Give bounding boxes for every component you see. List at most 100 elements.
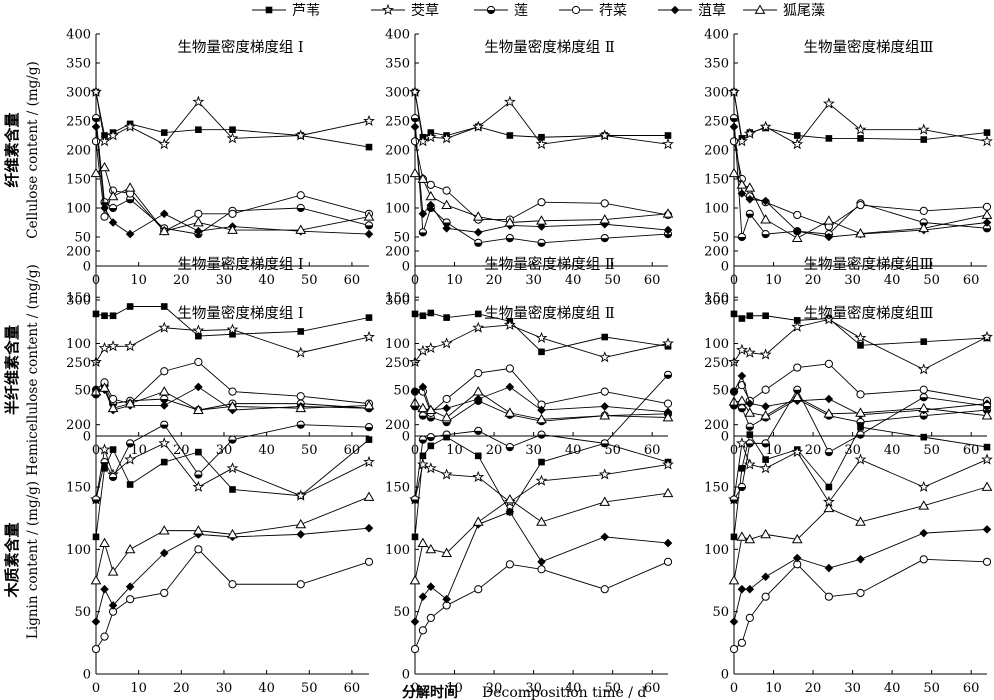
data-point <box>426 613 435 623</box>
data-point <box>440 337 453 349</box>
data-point <box>536 516 547 526</box>
data-point <box>737 232 747 242</box>
data-point <box>440 132 453 144</box>
data-point <box>791 533 803 544</box>
data-point <box>822 97 835 109</box>
data-point <box>364 221 374 230</box>
legend-item-3: 莲 <box>474 3 528 19</box>
x-tick-label: 30 <box>844 681 861 696</box>
data-point <box>296 191 305 200</box>
data-point-fill <box>664 374 672 379</box>
data-point <box>792 553 802 563</box>
data-point <box>107 566 119 576</box>
data-point <box>745 422 754 431</box>
data-point-fill <box>160 399 168 403</box>
series-3 <box>91 420 374 504</box>
data-point <box>759 120 772 132</box>
data-point <box>737 638 747 647</box>
data-point <box>418 209 428 219</box>
data-point-fill <box>537 434 546 439</box>
data-point <box>410 122 420 132</box>
data-point <box>107 402 119 413</box>
x-tick-label: 30 <box>525 443 542 458</box>
data-point <box>737 584 747 594</box>
data-point <box>441 547 452 557</box>
data-point <box>918 402 930 413</box>
data-point <box>296 203 305 213</box>
data-point <box>294 489 307 501</box>
data-point <box>600 402 610 411</box>
data-point <box>194 470 203 479</box>
data-point <box>537 405 546 415</box>
data-point <box>745 584 755 594</box>
data-point <box>107 190 119 201</box>
data-point-fill <box>427 208 435 212</box>
y-tick-label: 100 <box>66 543 91 558</box>
panel-title: 生物量密度梯度组 Ⅰ <box>177 39 303 56</box>
data-point <box>744 407 756 417</box>
data-point <box>505 382 515 392</box>
data-point <box>736 531 748 541</box>
data-point <box>410 617 420 626</box>
data-point-fill <box>109 477 117 481</box>
series-1 <box>92 88 373 151</box>
data-point-fill <box>793 389 801 394</box>
x-tick-label: 60 <box>344 273 361 288</box>
data-point-fill <box>194 474 202 479</box>
data-point <box>745 613 754 623</box>
x-tick-label: 0 <box>92 681 100 696</box>
data-point <box>729 122 739 132</box>
series-6 <box>728 167 993 243</box>
x-tick-label: 10 <box>130 273 147 288</box>
data-point <box>107 340 119 352</box>
y-tick-label: 250 <box>704 356 729 371</box>
y-tick-label: 100 <box>66 337 91 352</box>
data-point <box>195 448 202 456</box>
data-point <box>473 228 483 237</box>
x-tick-label: 30 <box>525 273 542 288</box>
y-tick-label: 50 <box>74 605 91 620</box>
series-6 <box>90 161 375 236</box>
x-tick-label: 10 <box>130 681 147 696</box>
panel-title: 生物量密度梯度组Ⅲ <box>804 305 934 322</box>
y-tick-label: 100 <box>66 202 91 217</box>
data-point <box>662 487 674 498</box>
data-point <box>124 340 137 352</box>
data-point <box>503 95 516 107</box>
data-point-fill <box>194 234 202 238</box>
data-point <box>158 437 171 449</box>
row-label-3: 木质素含量 Lignin content / (mg/g) <box>3 481 41 639</box>
data-point <box>535 138 548 150</box>
series-4 <box>91 137 374 236</box>
x-axis-label-en: Decomposition time / d <box>482 685 646 700</box>
x-tick-label: 20 <box>486 273 503 288</box>
data-point <box>729 114 739 123</box>
data-point <box>124 453 137 465</box>
data-point <box>793 317 801 324</box>
data-point <box>762 456 769 463</box>
data-point <box>424 131 437 143</box>
x-axis-label-cn: 分解时间 <box>402 684 458 700</box>
data-point <box>791 445 804 458</box>
data-point <box>856 588 865 598</box>
y-tick-label: 200 <box>704 144 729 159</box>
data-point-fill <box>126 443 134 447</box>
data-point <box>600 439 609 448</box>
x-tick-label: 40 <box>884 443 901 458</box>
data-point <box>472 321 485 333</box>
data-point <box>599 410 611 420</box>
y-tick-label: 50 <box>393 605 410 620</box>
data-point <box>226 132 239 144</box>
x-tick-label: 60 <box>644 443 661 458</box>
data-point <box>425 404 437 414</box>
data-point-fill <box>443 434 451 439</box>
data-point <box>99 161 110 172</box>
legend-marker-square-filled <box>265 6 273 14</box>
x-tick-label: 40 <box>258 443 275 458</box>
y-tick-label: 200 <box>66 245 91 260</box>
